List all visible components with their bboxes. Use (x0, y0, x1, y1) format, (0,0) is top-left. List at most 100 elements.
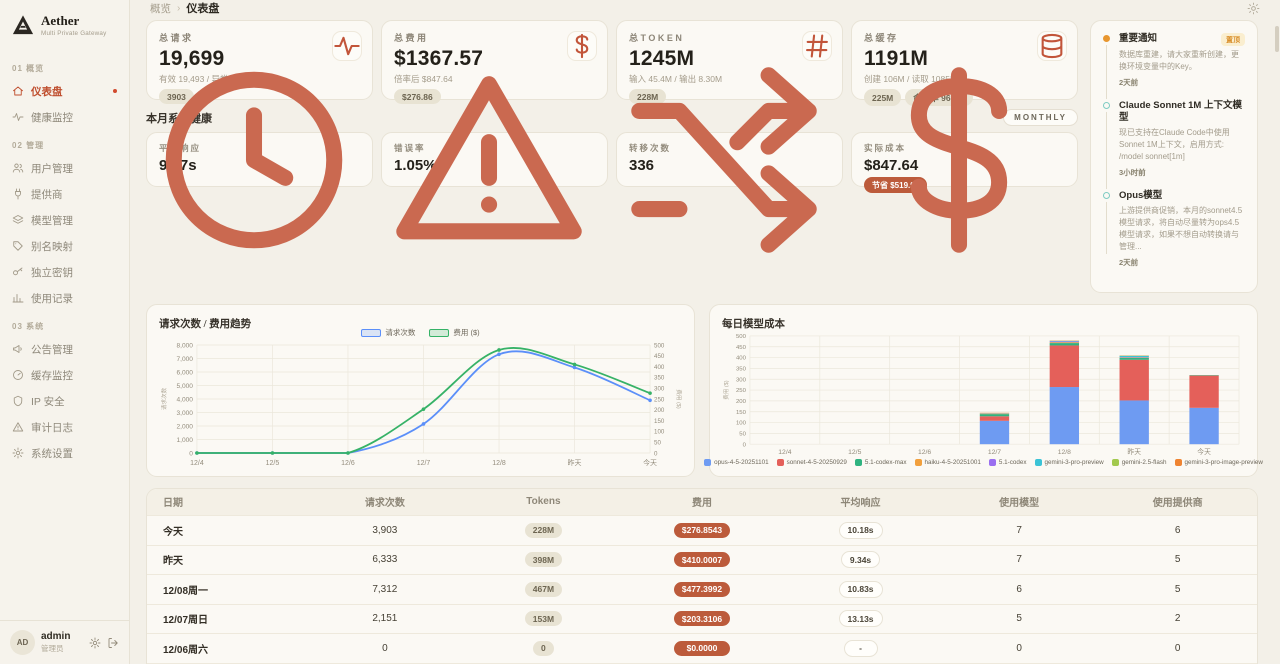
svg-text:5,000: 5,000 (176, 382, 193, 389)
sidebar-item-审计日志[interactable]: 审计日志 (0, 414, 129, 440)
stacked-bar-chart: 0 50 100 150 200 250 300 350 400 450 500 12/4 12/5 12… (722, 334, 1240, 456)
notice-item[interactable]: Opus模型 上游提供商促销，本月的sonnet4.5模型请求，将自动尽量转为op… (1103, 190, 1245, 268)
line-chart: 0 1,000 2,000 3,000 4,000 5,000 6,000 7,000 8,00… (160, 342, 682, 467)
column-header-日期[interactable]: 日期 (147, 488, 306, 516)
notice-title: Opus模型 (1119, 189, 1163, 201)
legend-label: 5.1-codex (998, 459, 1027, 467)
theme-toggle-icon[interactable] (1247, 2, 1260, 15)
app-name: Aether (41, 13, 80, 28)
dollar-icon (852, 53, 1066, 267)
logout-icon[interactable] (107, 637, 119, 649)
svg-text:12/4: 12/4 (778, 449, 791, 456)
legend-item-haiku-4-5-20251001[interactable]: haiku-4-5-20251001 (914, 459, 981, 467)
daily-model-cost-chart-card: 每日模型成本 0 50 100 150 200 250 300 350 400 450 500 12/… (704, 303, 1263, 477)
column-header-平均响应[interactable]: 平均响应 (781, 488, 940, 516)
sidebar-item-健康监控[interactable]: 健康监控 (0, 104, 129, 130)
sidebar-item-提供商[interactable]: 提供商 (0, 181, 129, 207)
requests-cost-trend-chart-card: 请求次数 / 费用趋势 请求次数 费用 ($) 0 1,000 2,000 3,000 4… (146, 303, 695, 477)
health-cards: 平均响应 9.77s 错误率 1.05% 转移次数 336 实际成本 $847.64 节省 $5… (146, 66, 1078, 253)
legend-item-5.1-codex-max[interactable]: 5.1-codex-max (854, 459, 907, 467)
health-card-2: 错误率 1.05% (381, 75, 608, 239)
sidebar-item-使用记录[interactable]: 使用记录 (0, 285, 129, 311)
notice-body: Opus模型 上游提供商促销，本月的sonnet4.5模型请求，将自动尽量转为op… (1119, 190, 1245, 268)
cell-requests: 3,903 (305, 515, 465, 546)
sidebar-section-label: 01 概览 (12, 64, 45, 74)
column-header-Tokens[interactable]: Tokens (464, 488, 623, 516)
health-value: 1.05% (394, 157, 437, 174)
legend-label: gemini-3-pro-preview (1044, 459, 1104, 467)
sidebar-item-别名映射[interactable]: 别名映射 (0, 233, 129, 259)
sidebar-item-独立密钥[interactable]: 独立密钥 (0, 259, 129, 285)
cell-providers: 2 (1098, 603, 1257, 634)
svg-text:450: 450 (654, 353, 665, 360)
home-icon (12, 85, 24, 97)
timeline-line (1106, 45, 1107, 254)
svg-text:4,000: 4,000 (176, 396, 193, 403)
column-header-使用模型[interactable]: 使用模型 (939, 488, 1099, 516)
sidebar-nav: 01 概览 仪表盘 健康监控 02 管理 用户管理 提供商 模型管理 别名映射 独立密钥 使用记录… (0, 47, 129, 620)
sidebar-item-系统设置[interactable]: 系统设置 (0, 440, 129, 466)
legend-item-gemini-2.5-flash[interactable]: gemini-2.5-flash (1111, 459, 1167, 467)
health-label: 实际成本 (864, 143, 907, 153)
notice-body: Claude Sonnet 1M 上下文模型 现已支持在Claude Code中使… (1119, 100, 1245, 178)
tokens-badge: 228M (524, 522, 563, 538)
app-logo: Aether Multi Private Gateway (0, 0, 129, 47)
sidebar-item-模型管理[interactable]: 模型管理 (0, 207, 129, 233)
breadcrumb-parent[interactable]: 概览 (150, 2, 171, 15)
legend-item-请求次数[interactable]: 请求次数 (361, 327, 415, 339)
daily-usage-table: 日期 请求次数 Tokens 费用 平均响应 使用模型 使用提供商 今天 3,903 228M $… (147, 488, 1257, 664)
svg-text:12/8: 12/8 (1058, 449, 1071, 456)
svg-text:100: 100 (654, 428, 665, 435)
legend-item-gemini-3-pro-preview[interactable]: gemini-3-pro-preview (1034, 459, 1104, 467)
notice-item[interactable]: Claude Sonnet 1M 上下文模型 现已支持在Claude Code中使… (1103, 100, 1245, 178)
stat-badge: 3903 (159, 89, 194, 104)
notices-panel: 重要通知 置顶 数据库重建，请大家重新创建，更换环境变量中的Key。 2天前 Claud… (1090, 20, 1258, 293)
tokens-badge: 398M (524, 552, 563, 568)
sidebar-item-label: 系统设置 (31, 447, 73, 460)
table-row: 12/07周日 2,151 153M $203.3106 13.13s 5 2 (147, 603, 1257, 634)
legend-item-sonnet-4-5-20250929[interactable]: sonnet-4-5-20250929 (776, 459, 847, 467)
health-section: 本月系统健康 MONTHLY 平均响应 9.77s 错误率 1.05% 转移次数 336 实… (146, 66, 1078, 253)
column-header-使用提供商[interactable]: 使用提供商 (1098, 488, 1257, 516)
response-badge: 9.34s (840, 551, 881, 569)
column-header-请求次数[interactable]: 请求次数 (305, 488, 465, 516)
legend-item-费用 ($)[interactable]: 费用 ($) (429, 327, 480, 339)
legend-swatch (361, 328, 382, 337)
alert-icon (12, 421, 24, 433)
legend-item-gemini-3-pro-image-preview[interactable]: gemini-3-pro-image-preview (1174, 459, 1263, 467)
column-header-费用[interactable]: 费用 (622, 488, 782, 516)
stat-value: 1245M (629, 47, 695, 70)
sidebar-item-公告管理[interactable]: 公告管理 (0, 336, 129, 362)
scrollbar-thumb[interactable] (1275, 26, 1279, 52)
settings-icon[interactable] (89, 637, 101, 649)
cell-models: 5 (939, 603, 1099, 634)
svg-text:250: 250 (654, 396, 665, 403)
cell-providers: 5 (1098, 574, 1257, 605)
shuffle-icon (617, 53, 831, 267)
period-badge[interactable]: MONTHLY (1003, 109, 1078, 126)
legend-label: haiku-4-5-20251001 (924, 459, 981, 467)
svg-text:今天: 今天 (643, 458, 657, 467)
health-card-4: 实际成本 $847.64 节省 $519.93 (851, 66, 1078, 253)
stat-card-3: 总TOKEN 1245M 输入 45.4M / 输出 8.30M 228M (616, 20, 843, 104)
table-row: 昨天 6,333 398M $410.0007 9.34s 7 5 (147, 544, 1257, 575)
notice-title-row: Opus模型 (1119, 190, 1245, 202)
stat-badge: 225M (864, 89, 902, 106)
sidebar-item-IP 安全[interactable]: IP 安全 (0, 388, 129, 414)
sidebar-item-用户管理[interactable]: 用户管理 (0, 155, 129, 181)
users-icon (12, 162, 24, 174)
notice-text: 数据库重建，请大家重新创建，更换环境变量中的Key。 (1119, 50, 1239, 71)
cell-response: 13.13s (781, 603, 940, 634)
legend-item-opus-4-5-20251101[interactable]: opus-4-5-20251101 (704, 459, 769, 467)
legend-item-5.1-codex[interactable]: 5.1-codex (988, 459, 1027, 467)
stat-badge: $276.86 (394, 89, 441, 104)
svg-text:3,000: 3,000 (176, 409, 193, 416)
tag-icon (12, 240, 24, 252)
bar-chart-legend: opus-4-5-20251101 sonnet-4-5-20250929 5.1-… (704, 457, 1263, 469)
stat-badges: 3903 (159, 89, 360, 104)
sidebar-item-仪表盘[interactable]: 仪表盘 (0, 78, 129, 104)
legend-label: 请求次数 (385, 328, 416, 338)
notice-item[interactable]: 重要通知 置顶 数据库重建，请大家重新创建，更换环境变量中的Key。 2天前 (1103, 33, 1245, 88)
sidebar-item-缓存监控[interactable]: 缓存监控 (0, 362, 129, 388)
cell-requests: 7,312 (305, 574, 465, 605)
